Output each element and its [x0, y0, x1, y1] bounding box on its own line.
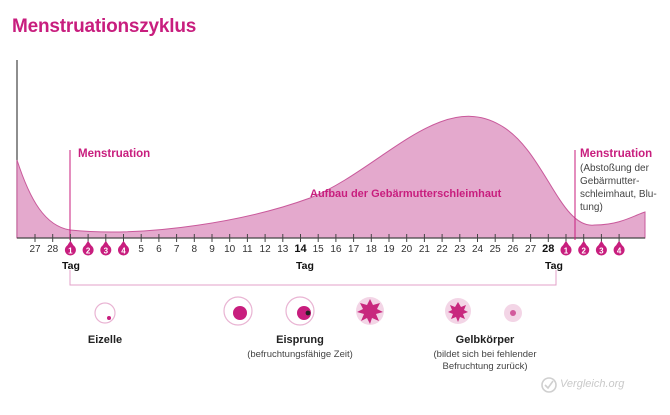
day-number: 16: [330, 244, 342, 255]
menstruation-label-right: Menstruation: [580, 148, 653, 160]
endometrium-buildup-label: Aufbau der Gebärmutterschleimhaut: [310, 188, 502, 200]
day-number: 23: [454, 244, 466, 255]
menstruation-note: (Abstoßung der Gebärmutter-schleimhaut, …: [580, 163, 657, 213]
day-number: 28: [542, 243, 555, 255]
blood-drop-icon: 4: [613, 241, 625, 256]
period-day-number: 1: [564, 247, 569, 256]
day-number: 28: [47, 244, 59, 255]
stage-title-corpus-luteum: Gelbkörper: [455, 334, 515, 346]
day-number: 20: [401, 244, 413, 255]
blood-drop-icon: 2: [578, 241, 590, 256]
day-number: 8: [191, 244, 198, 255]
endometrium-area: [16, 115, 646, 239]
day-number: 19: [383, 244, 395, 255]
period-day-number: 1: [68, 247, 73, 256]
day-ticks: [34, 234, 620, 242]
day-number: 6: [156, 244, 162, 255]
logo-check-icon: [541, 377, 557, 393]
tag-label-day28: Tag: [545, 260, 563, 272]
day-number: 24: [471, 244, 484, 255]
egg-icon: [94, 302, 116, 324]
day-number: 22: [436, 244, 448, 255]
day-number: 12: [259, 244, 271, 255]
blood-drop-icon: 1: [64, 241, 76, 256]
brand-logo: Vergleich.org: [560, 378, 625, 390]
stage-sub-corpus-luteum: (bildet sich bei fehlender Befruchtung z…: [433, 349, 537, 372]
day-number: 17: [348, 244, 360, 255]
stage-sub-ovulation: (befruchtungsfähige Zeit): [247, 349, 353, 360]
day-number: 27: [29, 244, 41, 255]
day-number: 9: [209, 244, 215, 255]
menstruation-label-left: Menstruation: [78, 148, 151, 160]
day-number: 18: [365, 244, 377, 255]
tag-label-day14: Tag: [296, 260, 314, 272]
stage-title-egg: Eizelle: [87, 334, 123, 346]
follicle-icon: [223, 296, 253, 326]
period-day-number: 4: [617, 247, 622, 256]
corpus-luteum-small-icon: [504, 304, 522, 322]
blood-drop-icon: 2: [82, 241, 94, 256]
stage-title-ovulation: Eisprung: [276, 334, 324, 346]
day-number: 11: [242, 244, 253, 255]
day-number: 5: [138, 244, 144, 255]
cycle-bracket: [69, 270, 557, 286]
blood-drop-icon: 3: [595, 241, 607, 256]
period-day-number: 2: [581, 247, 586, 256]
day-number: 27: [525, 244, 537, 255]
day-number: 13: [277, 244, 289, 255]
day-number: 26: [507, 244, 519, 255]
page-title: Menstruationszyklus: [12, 16, 197, 37]
blood-drop-icon: 3: [100, 241, 112, 256]
day-number: 15: [312, 244, 324, 255]
day-number: 21: [418, 244, 430, 255]
period-day-number: 3: [599, 247, 604, 256]
corpus-luteum-medium-icon: [445, 298, 471, 324]
period-day-number: 4: [121, 247, 126, 256]
day-number: 25: [489, 244, 501, 255]
tag-label-day1: Tag: [62, 260, 80, 272]
day-number: 7: [173, 244, 180, 255]
blood-drop-icon: 1: [560, 241, 572, 256]
ovulation-icon: [285, 296, 315, 326]
day-number: 14: [294, 243, 307, 255]
blood-drop-icon: 4: [118, 241, 129, 256]
period-day-number: 3: [104, 247, 109, 256]
corpus-luteum-large-icon: [356, 297, 384, 325]
day-number: 10: [224, 244, 236, 255]
period-day-number: 2: [86, 247, 91, 256]
